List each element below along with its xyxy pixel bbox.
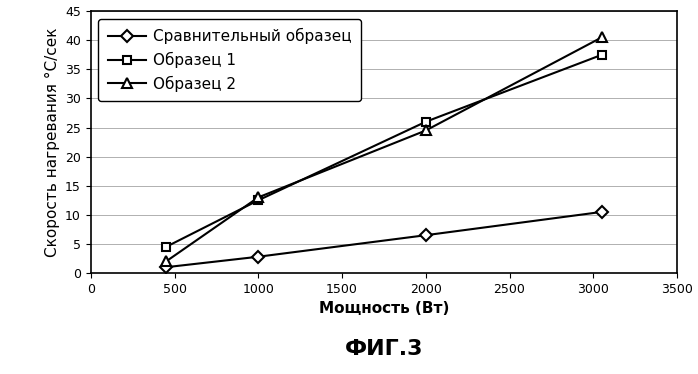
Образец 2 xyxy=(254,195,262,200)
Образец 2 xyxy=(597,35,606,40)
X-axis label: Мощность (Вт): Мощность (Вт) xyxy=(319,301,449,316)
Y-axis label: Скорость нагревания °C/сек: Скорость нагревания °C/сек xyxy=(45,27,59,257)
Line: Образец 1: Образец 1 xyxy=(162,51,606,251)
Сравнительный образец xyxy=(254,254,262,259)
Образец 1 xyxy=(162,245,170,249)
Legend: Сравнительный образец, Образец 1, Образец 2: Сравнительный образец, Образец 1, Образе… xyxy=(98,19,361,101)
Образец 2 xyxy=(162,259,170,264)
Сравнительный образец xyxy=(422,233,430,237)
Образец 1 xyxy=(254,198,262,203)
Образец 1 xyxy=(422,120,430,124)
Образец 1 xyxy=(597,53,606,57)
Line: Сравнительный образец: Сравнительный образец xyxy=(162,208,606,272)
Сравнительный образец xyxy=(597,210,606,214)
Образец 2 xyxy=(422,128,430,133)
Сравнительный образец xyxy=(162,265,170,269)
Line: Образец 2: Образец 2 xyxy=(161,33,607,266)
Text: ФИГ.3: ФИГ.3 xyxy=(345,339,423,359)
